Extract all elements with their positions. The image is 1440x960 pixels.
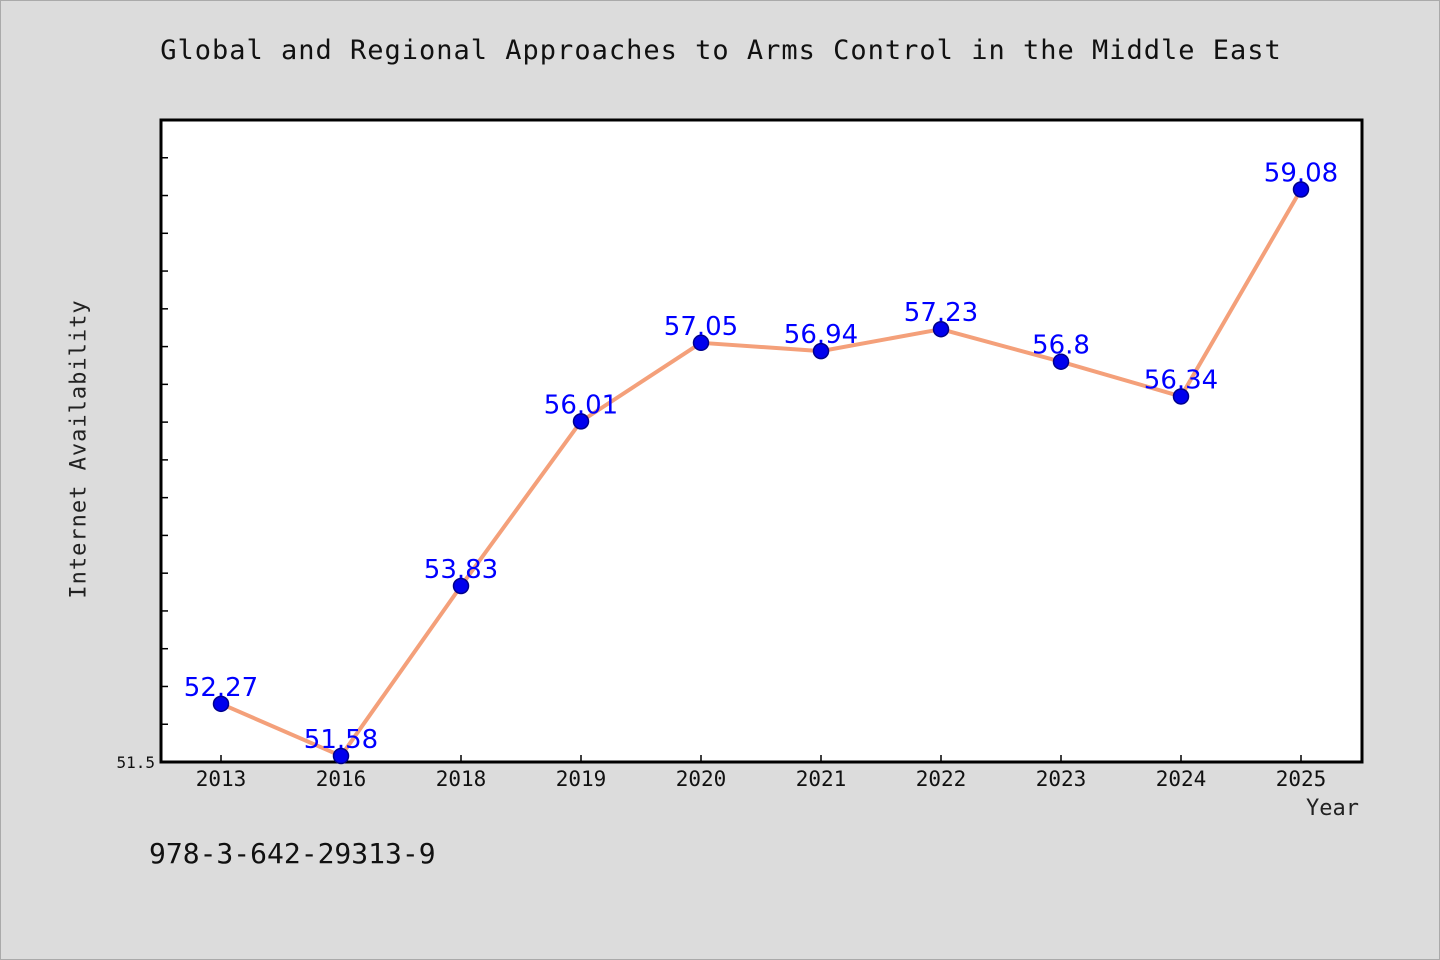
data-point <box>212 695 230 713</box>
x-tick-label: 2019 <box>556 767 607 791</box>
x-tick-label: 2018 <box>436 767 487 791</box>
isbn-text: 978-3-642-29313-9 <box>149 837 436 870</box>
data-point <box>572 413 590 430</box>
x-tick-label: 2023 <box>1036 767 1087 791</box>
x-tick-label: 2013 <box>196 767 247 791</box>
data-label: 59.08 <box>1264 158 1338 188</box>
data-label: 57.05 <box>664 312 738 342</box>
data-markers <box>212 181 1310 765</box>
data-point <box>932 320 950 338</box>
data-point <box>332 747 350 765</box>
chart-title: Global and Regional Approaches to Arms C… <box>160 35 1282 66</box>
data-label: 56.34 <box>1144 365 1218 395</box>
data-label: 53.83 <box>424 555 498 585</box>
x-tick-label: 2025 <box>1276 767 1327 791</box>
data-label: 56.01 <box>544 390 618 420</box>
y-axis-ticks: 51.5 <box>116 157 168 772</box>
data-point <box>692 334 710 352</box>
series-line-group <box>219 187 1303 758</box>
data-label: 57.23 <box>904 298 978 328</box>
data-label: 51.58 <box>304 725 378 755</box>
data-labels: 52.27 51.58 53.83 56.01 57.05 56.94 57.23 56.8 5… <box>184 158 1338 754</box>
series-line <box>219 187 1303 758</box>
x-axis-ticks: 2013 2016 2018 2019 2020 2021 2022 2023 2024 2025 <box>196 755 1327 791</box>
plot-area <box>159 118 1364 764</box>
data-point <box>1292 181 1310 198</box>
data-point <box>1172 388 1190 405</box>
data-label: 52.27 <box>184 673 258 703</box>
data-label: 56.94 <box>784 320 858 350</box>
data-point <box>812 342 830 360</box>
y-tick-label-min: 51.5 <box>116 753 155 772</box>
data-point <box>1052 353 1070 370</box>
x-tick-label: 2022 <box>916 767 967 791</box>
data-point <box>452 577 470 595</box>
x-tick-label: 2021 <box>796 767 847 791</box>
x-tick-label: 2020 <box>676 767 727 791</box>
data-label: 56.8 <box>1032 331 1090 361</box>
x-axis-label: Year <box>1306 796 1359 821</box>
x-tick-label: 2016 <box>316 767 367 791</box>
x-tick-label: 2024 <box>1156 767 1207 791</box>
